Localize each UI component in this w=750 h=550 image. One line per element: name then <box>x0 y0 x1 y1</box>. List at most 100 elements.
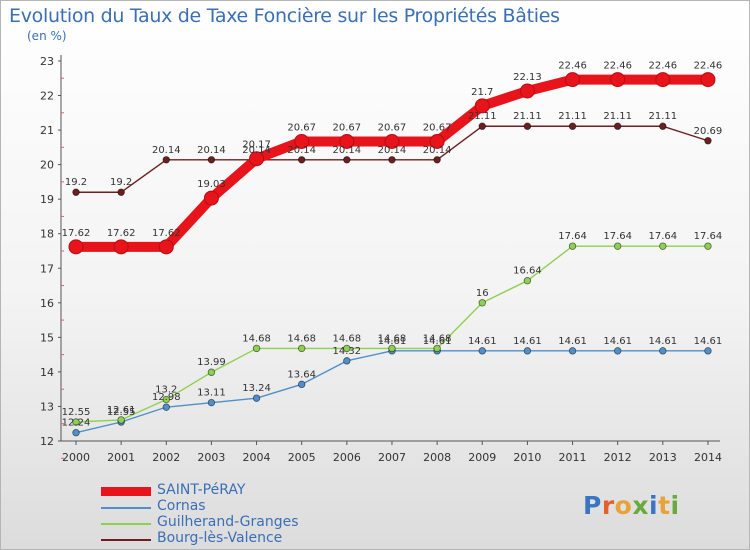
data-point-bourg-l-s-valence <box>523 122 532 130</box>
x-tick-label: 2014 <box>694 451 722 464</box>
data-label: 19.2 <box>65 177 87 188</box>
data-label: 20.17 <box>242 140 271 151</box>
data-point-guilherand-granges <box>704 242 712 250</box>
data-label: 17.64 <box>603 231 632 242</box>
logo-letter: i <box>649 491 659 520</box>
data-label: 17.62 <box>62 228 91 239</box>
data-point-guilherand-granges <box>343 344 351 353</box>
data-point-bourg-l-s-valence <box>162 156 170 164</box>
data-label: 14.61 <box>694 336 723 347</box>
legend-swatch <box>101 539 151 541</box>
data-point-bourg-l-s-valence <box>478 122 486 130</box>
data-label: 21.11 <box>513 111 542 122</box>
data-point-guilherand-granges <box>613 242 622 250</box>
data-point-guilherand-granges <box>478 299 486 307</box>
data-point-saint-p-ray <box>294 133 310 149</box>
data-point-cornas <box>298 380 306 389</box>
data-label: 16 <box>476 288 489 299</box>
data-point-saint-p-ray <box>158 239 174 255</box>
data-point-guilherand-granges <box>523 276 532 285</box>
data-label: 21.11 <box>648 111 677 122</box>
chart-title: Evolution du Taux de Taxe Foncière sur l… <box>9 5 560 27</box>
data-point-saint-p-ray <box>519 83 535 99</box>
x-tick-label: 2010 <box>513 451 541 464</box>
data-point-bourg-l-s-valence <box>207 156 216 164</box>
data-point-cornas <box>343 357 351 365</box>
y-tick-label: 16 <box>40 297 54 310</box>
data-label: 12.98 <box>152 392 181 403</box>
data-point-cornas <box>72 429 80 437</box>
data-label: 14.68 <box>378 333 407 344</box>
logo-letter: r <box>601 491 615 520</box>
x-tick-label: 2003 <box>197 451 225 464</box>
x-tick-label: 2005 <box>288 451 316 464</box>
data-point-bourg-l-s-valence <box>659 122 667 130</box>
data-point-saint-p-ray <box>429 133 445 149</box>
data-point-bourg-l-s-valence <box>388 156 396 164</box>
data-point-cornas <box>523 347 532 355</box>
data-point-cornas <box>568 347 577 355</box>
data-label: 12.24 <box>62 418 91 429</box>
logo-letter: o <box>614 491 633 520</box>
proxiti-logo: Proxiti <box>583 491 680 520</box>
data-point-bourg-l-s-valence <box>343 156 351 164</box>
data-label: 17.64 <box>648 231 677 242</box>
y-tick-label: 23 <box>40 55 54 68</box>
data-label: 12.55 <box>107 407 136 418</box>
data-label: 14.61 <box>558 336 587 347</box>
data-point-bourg-l-s-valence <box>704 137 712 145</box>
data-point-cornas <box>478 347 486 355</box>
data-point-guilherand-granges <box>117 416 125 424</box>
data-label: 22.46 <box>558 61 587 72</box>
data-label: 19.03 <box>197 179 226 190</box>
data-point-cornas <box>613 347 622 355</box>
legend-label: Bourg-lès-Valence <box>157 530 283 546</box>
y-tick-label: 18 <box>40 228 54 241</box>
x-tick-label: 2007 <box>378 451 406 464</box>
data-point-saint-p-ray <box>68 239 84 255</box>
data-label: 14.61 <box>468 336 497 347</box>
data-label: 14.68 <box>287 333 316 344</box>
data-label: 14.61 <box>423 336 452 347</box>
line-chart: 12 13 14 15 16 17 18 19 20 21 22 23 2000 2001 2002 2003… <box>40 54 723 464</box>
y-tick-label: 19 <box>40 193 54 206</box>
data-label: 22.13 <box>513 72 542 83</box>
data-point-saint-p-ray <box>565 72 581 88</box>
data-point-guilherand-granges <box>207 368 216 376</box>
x-tick-label: 2002 <box>152 451 180 464</box>
data-point-saint-p-ray <box>339 133 355 149</box>
data-point-guilherand-granges <box>298 344 306 353</box>
x-tick-label: 2008 <box>423 451 451 464</box>
data-label: 13.2 <box>155 385 177 396</box>
data-point-cornas <box>252 394 261 402</box>
data-label: 13.11 <box>197 388 226 399</box>
data-point-bourg-l-s-valence <box>568 122 577 130</box>
data-label: 19.2 <box>110 177 132 188</box>
data-label: 14.68 <box>423 333 452 344</box>
y-unit-label: (en %) <box>27 29 67 43</box>
data-label: 14.68 <box>242 333 271 344</box>
data-label: 12.61 <box>107 405 136 416</box>
data-label: 14.32 <box>333 346 362 357</box>
data-point-bourg-l-s-valence <box>298 156 306 164</box>
y-tick-label: 13 <box>40 400 54 413</box>
data-label: 20.14 <box>287 145 316 156</box>
data-point-guilherand-granges <box>388 344 396 353</box>
data-label: 20.14 <box>242 145 271 156</box>
x-tick-label: 2001 <box>107 451 135 464</box>
data-point-guilherand-granges <box>162 395 170 404</box>
data-label: 20.69 <box>694 126 723 137</box>
y-tick-label: 14 <box>40 366 54 379</box>
data-label: 20.67 <box>287 122 316 133</box>
x-tick-label: 2000 <box>62 451 90 464</box>
y-tick-label: 17 <box>40 262 54 275</box>
data-label: 21.11 <box>468 111 497 122</box>
data-label: 20.14 <box>197 145 226 156</box>
y-tick-label: 12 <box>40 435 54 448</box>
data-label: 20.67 <box>333 122 362 133</box>
legend-label: Cornas <box>157 498 206 514</box>
x-tick-label: 2009 <box>468 451 496 464</box>
data-label: 20.67 <box>378 122 407 133</box>
data-label: 20.14 <box>333 145 362 156</box>
